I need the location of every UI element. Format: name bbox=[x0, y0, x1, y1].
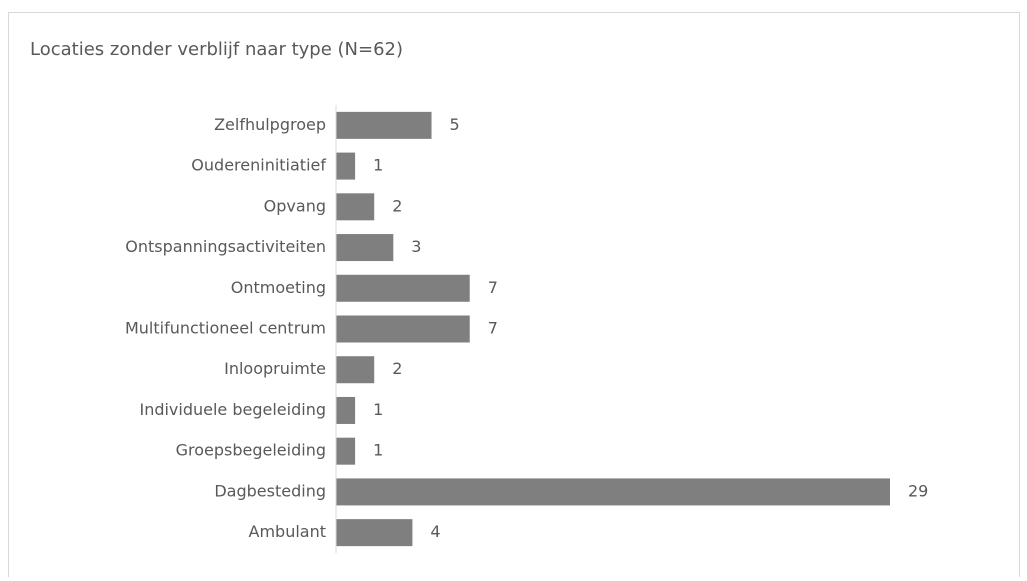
bar bbox=[336, 437, 356, 465]
bar bbox=[336, 152, 356, 180]
bar bbox=[336, 274, 470, 302]
data-label: 2 bbox=[392, 196, 402, 215]
data-label: 2 bbox=[392, 359, 402, 378]
y-tick-label: Ontspanningsactiviteiten bbox=[125, 237, 326, 256]
data-label: 1 bbox=[373, 156, 383, 175]
chart-title: Locaties zonder verblijf naar type (N=62… bbox=[30, 39, 403, 60]
y-tick-label: Groepsbegeleiding bbox=[176, 441, 326, 460]
data-label: 29 bbox=[908, 481, 928, 500]
data-label: 1 bbox=[373, 441, 383, 460]
bar bbox=[336, 193, 375, 221]
bar bbox=[336, 356, 375, 384]
y-tick-label: Zelfhulpgroep bbox=[214, 115, 326, 134]
bar bbox=[336, 396, 356, 424]
y-tick-label: Multifunctioneel centrum bbox=[125, 319, 326, 338]
data-label: 1 bbox=[373, 400, 383, 419]
data-label: 4 bbox=[430, 522, 440, 541]
bar bbox=[336, 519, 413, 547]
y-tick-label: Oudereninitiatief bbox=[191, 156, 326, 175]
y-tick-label: Ambulant bbox=[249, 522, 327, 541]
bar bbox=[336, 111, 432, 139]
data-label: 7 bbox=[488, 278, 498, 297]
y-tick-label: Inloopruimte bbox=[224, 359, 326, 378]
y-tick-label: Ontmoeting bbox=[231, 278, 326, 297]
bar bbox=[336, 234, 394, 262]
bar bbox=[336, 315, 470, 343]
data-label: 3 bbox=[411, 237, 421, 256]
y-tick-label: Dagbesteding bbox=[214, 481, 326, 500]
bar bbox=[336, 478, 890, 506]
data-label: 5 bbox=[450, 115, 460, 134]
data-label: 7 bbox=[488, 319, 498, 338]
y-tick-label: Individuele begeleiding bbox=[139, 400, 326, 419]
y-tick-label: Opvang bbox=[264, 196, 326, 215]
